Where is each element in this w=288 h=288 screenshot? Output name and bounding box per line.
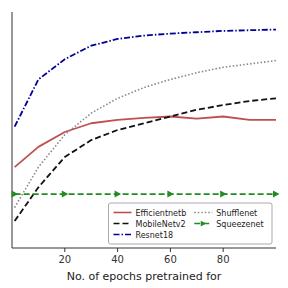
x-tick: [223, 248, 224, 252]
series-line: [15, 61, 276, 208]
x-tick-label: 60: [164, 254, 177, 265]
x-axis-label: No. of epochs pretrained for: [67, 270, 222, 283]
series-marker: [273, 191, 279, 198]
legend-label: Efficientnetb: [136, 209, 187, 218]
legend-swatch: [194, 212, 212, 214]
series-marker: [12, 191, 18, 198]
legend-swatch: [114, 234, 132, 236]
legend-label: Resnet18: [136, 231, 174, 240]
series-marker: [62, 191, 68, 198]
chart: 20 40 60 80 No. of epochs pretrained for Effi…: [0, 0, 288, 288]
series-line: [15, 193, 276, 195]
series-marker: [167, 191, 173, 198]
lines: [15, 30, 276, 222]
x-tick-label: 20: [58, 254, 71, 265]
x-tick-label: 80: [217, 254, 230, 265]
legend-swatch: [114, 212, 132, 214]
y-axis: [12, 12, 13, 248]
x-tick: [170, 248, 171, 252]
x-axis: [12, 248, 276, 249]
x-tick: [64, 248, 65, 252]
x-tick-label: 40: [111, 254, 124, 265]
legend: Efficientnetb MobileNetv2 Resnet18 Shufflen…: [109, 203, 273, 244]
legend-swatch: [114, 223, 132, 225]
legend-marker: [201, 221, 206, 227]
legend-label: Shufflenet: [216, 209, 257, 218]
series-line: [15, 117, 276, 168]
markers: [12, 191, 280, 198]
legend-frame: [109, 203, 273, 244]
series-line: [15, 30, 276, 127]
series-marker: [115, 191, 121, 198]
x-tick: [117, 248, 118, 252]
legend-label: MobileNetv2: [136, 220, 186, 229]
series-marker: [220, 191, 226, 198]
legend-label: Squeezenet: [216, 220, 263, 229]
